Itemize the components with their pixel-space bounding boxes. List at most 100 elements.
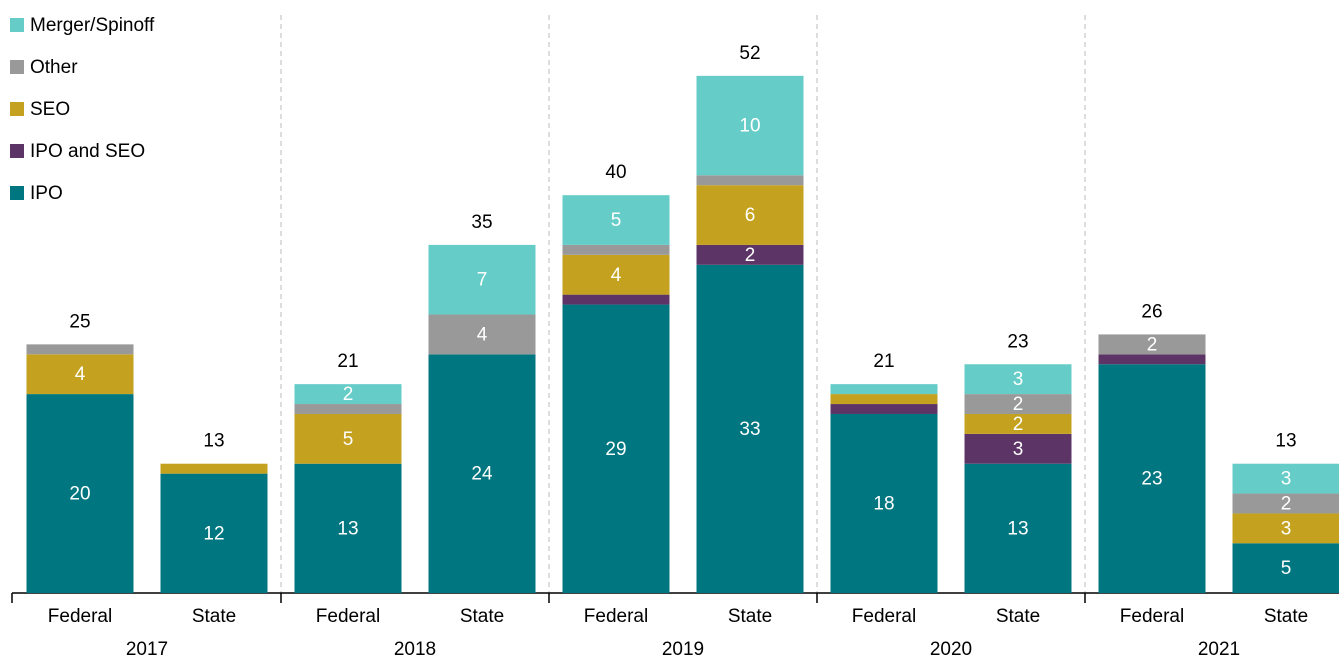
data-label: 18 (873, 494, 894, 515)
group-label: 2021 (1198, 639, 1240, 659)
legend-swatch (10, 18, 24, 32)
x-tick-label: Federal (316, 606, 380, 627)
data-label: 3 (1281, 518, 1292, 539)
legend-swatch (10, 186, 24, 200)
data-label: 6 (745, 205, 756, 226)
bar-segment (562, 294, 670, 305)
x-tick-label: State (996, 606, 1040, 627)
legend-swatch (10, 102, 24, 116)
bar-segment (964, 433, 1072, 464)
bar-segment (562, 304, 670, 593)
bar-segment (160, 463, 268, 474)
x-tick-label: State (728, 606, 772, 627)
legend-label: Merger/Spinoff (30, 15, 155, 36)
total-label: 21 (873, 351, 894, 372)
x-tick-label: State (460, 606, 504, 627)
data-label: 5 (1281, 558, 1292, 579)
legend-label: SEO (30, 99, 70, 120)
bar-segment (428, 354, 536, 593)
total-label: 25 (69, 311, 90, 332)
bar-segment (1232, 543, 1339, 593)
data-label: 2 (1013, 414, 1024, 435)
data-label: 24 (471, 464, 493, 485)
legend-label: Other (30, 57, 78, 78)
data-label: 20 (69, 484, 90, 505)
bar-segment (294, 463, 402, 593)
bar-segment (696, 185, 804, 245)
bar-segment (964, 463, 1072, 593)
bar-segment (696, 175, 804, 186)
bar-segment (562, 254, 670, 295)
data-label: 2 (1013, 394, 1024, 415)
bar-segment (830, 413, 938, 593)
x-tick-label: Federal (852, 606, 916, 627)
bar-segment (26, 394, 134, 593)
bar-segment (26, 344, 134, 355)
group-label: 2019 (662, 639, 704, 659)
x-tick-label: Federal (584, 606, 648, 627)
bar-segment (294, 384, 402, 405)
data-label: 3 (1013, 439, 1024, 460)
data-label: 2 (1281, 494, 1292, 515)
bar-segment (830, 404, 938, 414)
x-tick-label: State (1264, 606, 1308, 627)
data-label: 5 (343, 429, 354, 450)
data-label: 5 (611, 210, 622, 231)
bar-segment (428, 244, 536, 315)
bar-segment (294, 413, 402, 464)
bar-segment (696, 244, 804, 265)
legend-label: IPO and SEO (30, 141, 145, 162)
bar-segment (830, 384, 938, 395)
bar-segment (562, 195, 670, 245)
total-label: 21 (337, 351, 358, 372)
bar-segment (562, 244, 670, 255)
bar-segment (696, 75, 804, 176)
bar-segment (1232, 493, 1339, 514)
bar-segment (1098, 354, 1206, 365)
bar-segment (696, 264, 804, 593)
total-label: 13 (203, 431, 224, 452)
total-label: 35 (471, 212, 492, 233)
data-label: 7 (477, 270, 488, 291)
total-label: 13 (1275, 431, 1296, 452)
bar-segment (964, 394, 1072, 414)
bar-segment (964, 413, 1072, 434)
total-label: 26 (1141, 301, 1162, 322)
group-label: 2020 (930, 639, 972, 659)
bar-segment (1232, 463, 1339, 494)
group-label: 2018 (394, 639, 436, 659)
data-label: 3 (1013, 369, 1024, 390)
bar-segment (964, 364, 1072, 395)
data-label: 2 (343, 384, 354, 405)
data-label: 33 (739, 419, 760, 440)
total-label: 40 (605, 162, 626, 183)
bar-segment (294, 404, 402, 414)
bar-segment (1232, 513, 1339, 544)
data-label: 2 (1147, 334, 1158, 355)
data-label: 2 (745, 245, 756, 266)
total-label: 23 (1007, 331, 1028, 352)
bar-segment (428, 314, 536, 355)
legend-swatch (10, 60, 24, 74)
x-tick-label: Federal (1120, 606, 1184, 627)
data-label: 4 (611, 265, 622, 286)
data-label: 10 (739, 116, 760, 137)
x-tick-label: State (192, 606, 236, 627)
data-label: 4 (477, 324, 488, 345)
bar-segment (26, 354, 134, 395)
group-label: 2017 (126, 639, 168, 659)
data-label: 23 (1141, 469, 1162, 490)
total-label: 52 (739, 43, 760, 64)
legend-label: IPO (30, 183, 63, 204)
data-label: 4 (75, 364, 86, 385)
bar-segment (830, 394, 938, 405)
bar-segment (1098, 334, 1206, 355)
data-label: 3 (1281, 469, 1292, 490)
bar-segment (160, 473, 268, 593)
x-tick-label: Federal (48, 606, 112, 627)
data-label: 13 (1007, 518, 1028, 539)
legend-swatch (10, 144, 24, 158)
bar-segment (1098, 364, 1206, 593)
data-label: 12 (203, 523, 224, 544)
